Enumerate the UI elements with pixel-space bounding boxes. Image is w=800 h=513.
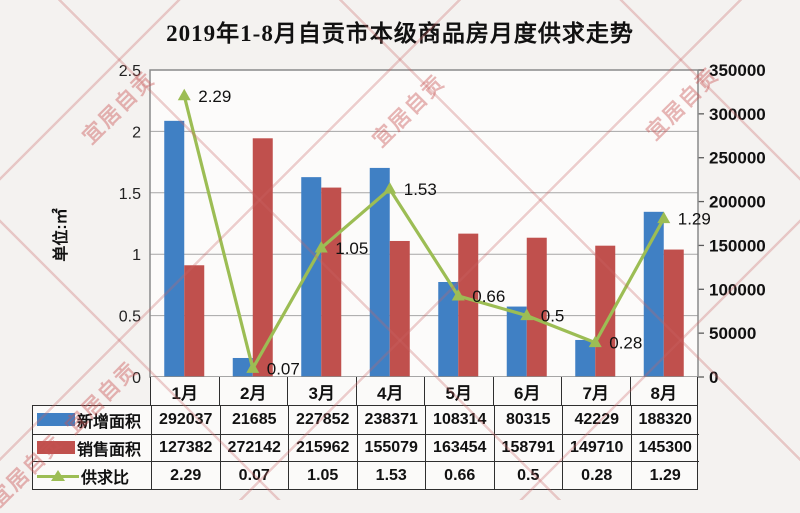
ratio-data-label: 1.29 bbox=[678, 210, 711, 229]
legend-bar-swatch bbox=[37, 441, 75, 455]
table-value-cell: 2.29 bbox=[151, 461, 220, 489]
sales-area-bar bbox=[184, 265, 205, 377]
new-area-bar bbox=[369, 167, 390, 377]
table-value-cell: 1.29 bbox=[630, 461, 699, 489]
left-axis-tick-label: 2 bbox=[132, 124, 141, 141]
legend-label: 供求比 bbox=[81, 469, 130, 487]
x-axis-label: 3月 bbox=[287, 377, 356, 405]
sales-area-bar bbox=[389, 240, 410, 377]
table-value-cell: 155079 bbox=[356, 433, 425, 462]
table-value-cell: 158791 bbox=[493, 433, 562, 462]
table-value-cell: 1.05 bbox=[288, 461, 357, 489]
y-axis-title: 单位:㎡ bbox=[51, 208, 70, 261]
table-value-cell: 145300 bbox=[630, 433, 699, 462]
ratio-triangle-marker bbox=[177, 88, 191, 101]
sales-area-bar bbox=[595, 245, 616, 377]
right-axis-tick-label: 100000 bbox=[709, 280, 766, 299]
right-axis-tick-label: 0 bbox=[709, 368, 718, 387]
sales-area-bar bbox=[663, 249, 684, 377]
legend-supply-demand-ratio: 供求比 bbox=[33, 461, 151, 489]
table-value-cell: 238371 bbox=[356, 406, 426, 434]
legend-label: 销售面积 bbox=[77, 441, 142, 459]
left-axis-tick-label: 0 bbox=[132, 370, 141, 387]
ratio-data-label: 0.66 bbox=[472, 287, 505, 306]
x-axis-month-row: 1月 2月 3月 4月 5月 6月 7月 8月 bbox=[150, 377, 698, 405]
ratio-data-label: 1.05 bbox=[335, 239, 368, 258]
ratio-data-label: 0.5 bbox=[541, 307, 565, 326]
combo-chart: 2.29 0.07 1.05 1.53 0.66 0.5 0.28 1.29 0 0.5 1 1.5 2… bbox=[51, 61, 766, 387]
right-axis-tick-label: 250000 bbox=[709, 149, 766, 168]
ratio-triangle-marker bbox=[657, 211, 671, 224]
table-value-cell: 215962 bbox=[288, 433, 357, 462]
left-axis-tick-label: 1.5 bbox=[119, 186, 141, 203]
x-axis-label: 6月 bbox=[492, 377, 561, 405]
legend-sales-area: 销售面积 bbox=[33, 433, 151, 462]
legend-line-swatch bbox=[37, 469, 79, 483]
ratio-triangle-marker bbox=[451, 288, 465, 301]
x-axis-label: 1月 bbox=[150, 377, 219, 405]
table-value-cell: 188320 bbox=[630, 406, 700, 434]
left-axis-tick-label: 2.5 bbox=[119, 63, 141, 80]
table-value-cell: 0.66 bbox=[425, 461, 494, 489]
ratio-data-label: 1.53 bbox=[404, 180, 437, 199]
supply-demand-ratio-line bbox=[182, 95, 666, 371]
table-value-cell: 108314 bbox=[425, 406, 494, 434]
new-area-bar bbox=[301, 177, 322, 377]
table-value-cell: 127382 bbox=[151, 433, 220, 462]
ratio-triangle-marker bbox=[520, 308, 534, 321]
table-value-cell: 21685 bbox=[219, 406, 289, 434]
right-axis-tick-label: 150000 bbox=[709, 236, 766, 255]
table-value-cell: 0.07 bbox=[219, 461, 288, 489]
x-axis-label: 8月 bbox=[629, 377, 698, 405]
table-value-cell: 1.53 bbox=[356, 461, 425, 489]
legend-label: 新增面积 bbox=[77, 413, 142, 431]
ratio-triangle-marker bbox=[314, 241, 328, 253]
legend-bar-swatch bbox=[37, 413, 75, 427]
right-axis-tick-label: 350000 bbox=[709, 61, 766, 80]
sales-area-bar bbox=[458, 233, 479, 377]
new-area-bar bbox=[575, 339, 596, 377]
table-value-cell: 227852 bbox=[288, 406, 357, 434]
table-value-cell: 163454 bbox=[425, 433, 494, 462]
table-value-cell: 80315 bbox=[493, 406, 563, 434]
table-value-cell: 272142 bbox=[219, 433, 288, 462]
sales-area-bar bbox=[252, 138, 273, 377]
ratio-data-label: 2.29 bbox=[198, 87, 231, 106]
table-value-cell: 42229 bbox=[562, 406, 631, 434]
ratio-triangle-marker bbox=[383, 182, 397, 194]
new-area-bar bbox=[643, 211, 664, 377]
table-value-cell: 292037 bbox=[151, 406, 220, 434]
table-value-cell: 0.28 bbox=[562, 461, 631, 489]
table-value-cell: 0.5 bbox=[493, 461, 562, 489]
right-axis-tick-label: 200000 bbox=[709, 193, 766, 212]
x-axis-label: 4月 bbox=[355, 377, 424, 405]
left-axis-tick-label: 1 bbox=[132, 247, 141, 264]
x-axis-label: 5月 bbox=[424, 377, 493, 405]
plot-area bbox=[150, 70, 698, 377]
ratio-triangle-marker bbox=[246, 361, 260, 373]
data-table: 新增面积 292037 21685 227852 238371 108314 80315 42… bbox=[32, 405, 700, 490]
ratio-data-label: 0.07 bbox=[267, 359, 300, 378]
new-area-bar bbox=[506, 306, 527, 377]
x-axis-label: 7月 bbox=[561, 377, 630, 405]
right-axis-tick-label: 50000 bbox=[709, 324, 756, 343]
table-value-cell: 149710 bbox=[562, 433, 631, 462]
ratio-data-label: 0.28 bbox=[609, 334, 642, 353]
new-area-bar bbox=[164, 120, 185, 378]
left-axis-tick-label: 0.5 bbox=[119, 309, 141, 326]
sales-area-bar bbox=[321, 187, 342, 377]
legend-triangle-marker-icon bbox=[51, 469, 65, 481]
new-area-bar bbox=[438, 281, 459, 377]
right-axis-tick-label: 300000 bbox=[709, 105, 766, 124]
legend-new-area: 新增面积 bbox=[33, 406, 151, 434]
chart-title: 2019年1-8月自贡市本级商品房月度供求走势 bbox=[166, 21, 634, 46]
sales-area-bar bbox=[526, 237, 547, 377]
ratio-triangle-marker bbox=[588, 335, 602, 348]
x-axis-label: 2月 bbox=[218, 377, 287, 405]
